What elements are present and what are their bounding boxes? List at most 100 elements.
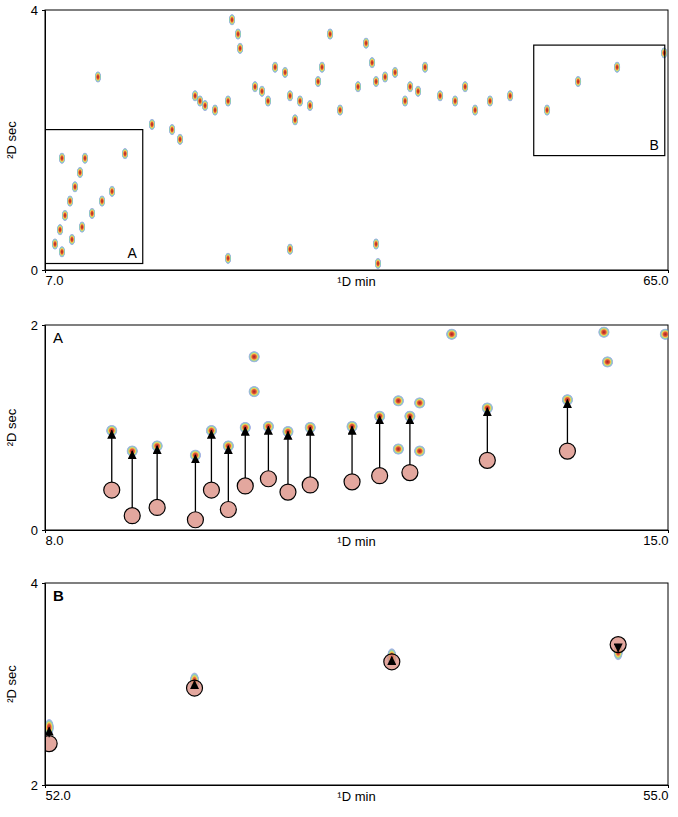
x-tick: 65.0 [643,270,668,288]
region-box [45,130,143,264]
peak [99,195,106,207]
x-tick-label: 8.0 [46,533,64,548]
shift-arrow [156,446,157,500]
y-axis: 24 [31,576,46,793]
region-box [534,45,665,156]
peak [94,71,101,83]
x-tick-label: 52.0 [46,788,71,803]
plot-frame [45,583,668,785]
peak [177,133,184,145]
peak [544,104,551,116]
peak [237,42,244,54]
peak [462,81,469,93]
peak [382,71,389,83]
shift-arrow [49,727,50,737]
shift-arrow [379,416,380,467]
x-axis: 7.0 65.0 [46,270,669,288]
plot-area [45,637,626,752]
peak [373,76,380,88]
peak [437,90,444,102]
y-axis-line [42,326,46,531]
peak [122,148,129,160]
shift-arrow [228,446,229,502]
peak [248,351,260,363]
peak [272,61,279,73]
panel: B52.055.0¹D min24²D sec [4,576,669,804]
shift-arrow [195,455,196,512]
peak [472,104,479,116]
x-tick: 8.0 [46,530,64,548]
start-circle [124,508,140,524]
peak [369,57,376,69]
peak [507,90,514,102]
region-label: B [649,137,658,153]
y-axis-title: ²D sec [4,408,19,446]
y-tick-mark [42,785,45,786]
plot-area [45,14,668,270]
start-circle [302,477,318,493]
peak [58,246,65,258]
panel: A8.015.0¹D min02²D sec [4,318,671,549]
panel-title: A [53,329,63,346]
start-circle [402,465,418,481]
peak [292,114,299,126]
x-tick-label: 65.0 [643,273,668,288]
peak [109,185,116,197]
y-axis: 04 [31,3,46,278]
y-tick-mark [42,583,45,584]
x-tick-label: 15.0 [643,533,668,548]
x-axis-title: ¹D min [337,789,375,804]
y-axis-title: ²D sec [4,665,19,703]
x-tick: 15.0 [643,530,668,548]
y-axis-line [42,584,46,786]
peak [392,443,404,455]
start-circle [610,637,626,653]
x-axis-line [46,531,669,534]
peak [487,95,494,107]
start-circle [344,474,360,490]
start-circle [187,512,203,528]
peak [306,100,313,112]
peak [355,81,362,93]
peak [148,118,155,130]
y-tick: 0 [31,263,45,278]
peak [327,28,334,40]
peak [287,90,294,102]
peak [407,81,414,93]
shift-arrow [391,657,392,660]
peak [392,66,399,78]
y-tick-label: 0 [31,523,38,538]
peak [374,258,381,270]
peak [51,238,58,250]
peak [229,14,236,26]
peak [315,76,322,88]
start-circle [479,452,495,468]
start-circle [260,471,276,487]
shift-arrow [310,428,311,477]
peak [248,386,260,398]
start-circle [372,468,388,484]
peak [392,395,404,407]
shift-arrow [567,400,568,443]
shift-arrow [132,451,133,508]
peak [45,718,54,736]
peak [614,61,621,73]
shift-arrow [194,681,195,685]
x-axis-title: ¹D min [337,274,375,289]
peak [81,152,88,164]
x-axis: 8.0 15.0 [46,530,669,548]
x-tick: 55.0 [643,785,668,803]
shift-arrow [111,431,112,482]
peak [61,209,68,221]
peak [422,61,429,73]
start-circle [104,482,120,498]
peak [363,37,370,49]
plot-area [104,326,668,528]
peak [89,207,96,219]
start-circle [384,654,400,670]
y-tick: 0 [31,523,45,538]
peak [414,445,426,457]
y-tick: 4 [31,3,45,18]
x-tick-label: 7.0 [46,273,64,288]
peak [415,85,422,97]
